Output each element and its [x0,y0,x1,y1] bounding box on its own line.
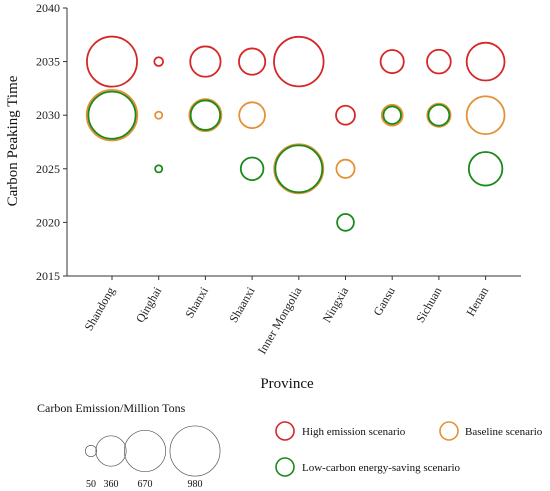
bubble-baseline [273,143,325,195]
size-legend-circle [84,444,98,458]
bubble-baseline [335,158,356,179]
bubble-baseline [426,102,452,128]
bubble-low-carbon [382,105,402,125]
bubble-baseline [465,95,506,136]
size-legend-circle [123,429,167,473]
bubble-low-carbon [239,156,265,182]
y-axis-title: Carbon Peaking Time [5,75,21,206]
bubble-low-carbon [87,90,137,140]
bubble-high-emission [153,56,164,67]
y-tick-label: 2020 [36,215,60,229]
size-legend: Carbon Emission/Million Tons 50 360 670 980 [37,401,221,490]
bubble-low-carbon [154,164,164,174]
x-tick-label: Inner Mongolia [255,284,305,357]
legend-label-low-carbon: Low-carbon energy-saving scenario [302,462,461,474]
bubble-high-emission [86,35,138,88]
x-tick-label: Henan [463,284,491,318]
size-legend-label: 980 [188,479,203,490]
x-axis-title: Province [260,376,314,392]
bubble-high-emission [335,104,356,126]
bubble-low-carbon [336,213,355,232]
size-legend-circle [95,435,127,467]
y-tick-label: 2035 [36,55,60,69]
legend-label-baseline: Baseline scenario [465,426,543,438]
y-tick-label: 2015 [36,269,60,283]
size-legend-title: Carbon Emission/Million Tons [37,401,186,415]
size-legend-circle [169,425,221,477]
bubble-baseline [238,101,266,129]
bubble-high-emission [465,41,506,82]
bubble-baseline [380,103,404,127]
x-tick-label: Qinghai [133,284,165,325]
bubble-high-emission [379,49,405,75]
legend-marker-high-emission [275,421,295,441]
size-legend-marks: 50 360 670 980 [84,425,221,490]
bubble-low-carbon [467,151,504,187]
x-tick-label: Ningxia [320,284,352,325]
y-tick-label: 2030 [36,108,60,122]
size-legend-label: 670 [138,479,153,490]
x-tick-label: Shaanxi [226,284,258,325]
bubble-high-emission [189,45,222,78]
bubble-low-carbon [427,103,451,127]
bubble-baseline [85,89,139,142]
bubble-layer [85,35,506,232]
scenario-legend: High emission scenario Baseline scenario L… [275,421,543,477]
x-tick-label: Gansu [370,285,397,319]
size-legend-label: 360 [104,479,119,490]
y-tick-label: 2040 [36,1,60,15]
y-axis-ticks: 2015 2020 2025 2030 2035 2040 [36,1,67,283]
x-tick-label: Shandong [81,285,117,334]
bubble-baseline [154,110,164,120]
bubble-high-emission [273,35,325,88]
size-legend-label: 50 [86,479,96,490]
legend-label-high-emission: High emission scenario [302,426,406,438]
x-tick-label: Sichuan [413,285,444,325]
bubble-low-carbon [274,144,324,194]
bubble-baseline [188,98,223,133]
bubble-low-carbon [189,99,222,131]
bubble-high-emission [238,47,267,76]
y-tick-label: 2025 [36,162,60,176]
x-tick-label: Shanxi [182,284,211,320]
legend-marker-low-carbon [275,457,295,477]
legend-marker-baseline [439,421,459,441]
bubble-high-emission [426,48,452,75]
